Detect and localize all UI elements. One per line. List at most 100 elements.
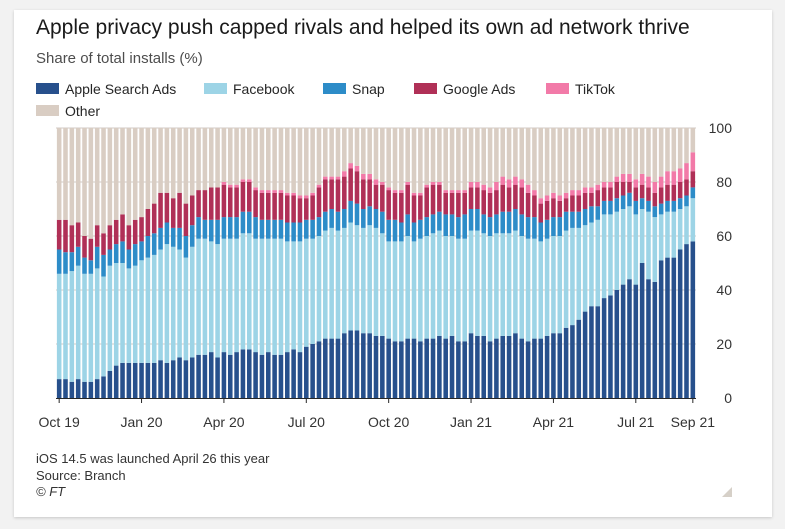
- bar-segment-google-ads: [69, 225, 75, 253]
- y-tick-label: 20: [716, 336, 732, 352]
- bar-segment-tiktok: [481, 184, 487, 191]
- bar-segment-other: [608, 128, 613, 182]
- bar-segment-apple-search-ads: [285, 352, 290, 398]
- bar-segment-facebook: [563, 230, 569, 328]
- bar-segment-other: [158, 128, 163, 193]
- bar-segment-other: [259, 128, 265, 191]
- bar-segment-other: [430, 128, 436, 182]
- bar-segment-apple-search-ads: [430, 338, 436, 398]
- bar-segment-snap: [437, 211, 442, 231]
- bar-segment-google-ads: [570, 195, 575, 212]
- bar-segment-tiktok: [392, 190, 398, 193]
- bar-segment-other: [411, 128, 417, 193]
- bar-segment-google-ads: [690, 171, 696, 188]
- bar-segment-google-ads: [620, 182, 626, 196]
- bar-segment-snap: [183, 236, 189, 258]
- bar-segment-snap: [684, 195, 689, 207]
- bar-segment-facebook: [291, 241, 296, 350]
- bar-segment-facebook: [107, 265, 113, 371]
- bar-segment-facebook: [329, 227, 334, 339]
- bar-segment-snap: [456, 217, 461, 239]
- bar-segment-snap: [196, 217, 201, 239]
- bar-segment-apple-search-ads: [329, 338, 334, 398]
- bar-segment-facebook: [614, 211, 620, 290]
- bar-segment-google-ads: [291, 195, 296, 223]
- bar-segment-facebook: [456, 238, 461, 342]
- bar-segment-other: [297, 128, 303, 196]
- bar-segment-apple-search-ads: [113, 365, 119, 398]
- bar-segment-google-ads: [652, 192, 658, 207]
- bar-segment-tiktok: [285, 192, 290, 196]
- legend-label-tiktok: TikTok: [575, 81, 615, 97]
- x-tick-label: Jan 20: [121, 414, 163, 430]
- bar-segment-other: [348, 128, 353, 164]
- bar-segment-snap: [601, 200, 607, 215]
- bar-segment-tiktok: [430, 182, 436, 185]
- bar-segment-tiktok: [437, 182, 442, 185]
- bar-segment-facebook: [177, 249, 182, 358]
- bar-segment-google-ads: [94, 225, 100, 247]
- bar-segment-other: [215, 128, 220, 188]
- bar-segment-google-ads: [405, 184, 410, 215]
- bar-segment-tiktok: [424, 184, 429, 188]
- bar-segment-other: [544, 128, 550, 196]
- bar-segment-facebook: [665, 211, 670, 258]
- bar-segment-tiktok: [513, 176, 518, 185]
- bar-segment-apple-search-ads: [361, 333, 366, 398]
- bar-segment-google-ads: [525, 192, 531, 218]
- bar-segment-apple-search-ads: [671, 257, 677, 398]
- bar-segment-other: [304, 128, 309, 196]
- bar-segment-snap: [75, 246, 81, 266]
- bar-segment-google-ads: [576, 195, 582, 212]
- bar-segment-apple-search-ads: [75, 379, 81, 398]
- bar-segment-google-ads: [177, 192, 182, 228]
- bar-segment-snap: [620, 195, 626, 209]
- bar-segment-snap: [639, 198, 645, 209]
- bar-segment-snap: [151, 233, 157, 255]
- bar-segment-other: [120, 128, 125, 215]
- x-tick-label: Apr 20: [203, 414, 244, 430]
- bar-segment-apple-search-ads: [652, 281, 658, 398]
- bar-segment-google-ads: [310, 195, 315, 220]
- bar-segment-snap: [253, 217, 258, 239]
- bar-segment-snap: [671, 200, 677, 212]
- bar-segment-snap: [532, 217, 537, 239]
- bar-segment-google-ads: [234, 187, 239, 218]
- bar-segment-google-ads: [227, 187, 233, 218]
- bar-segment-facebook: [145, 257, 151, 363]
- bar-segment-apple-search-ads: [519, 338, 525, 398]
- bar-segment-apple-search-ads: [449, 335, 455, 398]
- bar-segment-snap: [405, 214, 410, 236]
- bar-segment-snap: [519, 214, 525, 236]
- bar-segment-other: [570, 128, 575, 191]
- source-note: Source: Branch: [36, 467, 126, 483]
- bar-segment-snap: [665, 200, 670, 212]
- bar-segment-apple-search-ads: [386, 338, 391, 398]
- bar-segment-google-ads: [487, 192, 493, 218]
- bar-segment-facebook: [544, 238, 550, 336]
- bar-segment-facebook: [399, 241, 404, 342]
- bar-segment-facebook: [310, 238, 315, 344]
- bar-segment-snap: [481, 214, 487, 234]
- bar-segment-facebook: [227, 238, 233, 355]
- bar-segment-facebook: [113, 263, 119, 366]
- bar-segment-tiktok: [475, 182, 480, 188]
- bar-segment-other: [494, 128, 499, 182]
- legend-swatch-other: [36, 105, 59, 116]
- bar-segment-other: [481, 128, 487, 185]
- bar-segment-apple-search-ads: [151, 362, 157, 398]
- bar-segment-google-ads: [437, 184, 442, 212]
- bar-segment-facebook: [633, 214, 639, 285]
- bar-segment-snap: [94, 246, 100, 269]
- bar-segment-google-ads: [494, 190, 499, 215]
- bar-segment-other: [329, 128, 334, 177]
- bar-segment-facebook: [126, 268, 132, 363]
- bar-segment-tiktok: [589, 187, 594, 193]
- bar-segment-facebook: [576, 227, 582, 320]
- bar-segment-tiktok: [443, 190, 448, 193]
- bar-segment-other: [418, 128, 423, 193]
- bar-segment-google-ads: [380, 184, 385, 212]
- bar-segment-google-ads: [551, 198, 556, 218]
- chart-card: Apple privacy push capped rivals and hel…: [14, 10, 772, 517]
- x-tick-label: Oct 19: [39, 414, 80, 430]
